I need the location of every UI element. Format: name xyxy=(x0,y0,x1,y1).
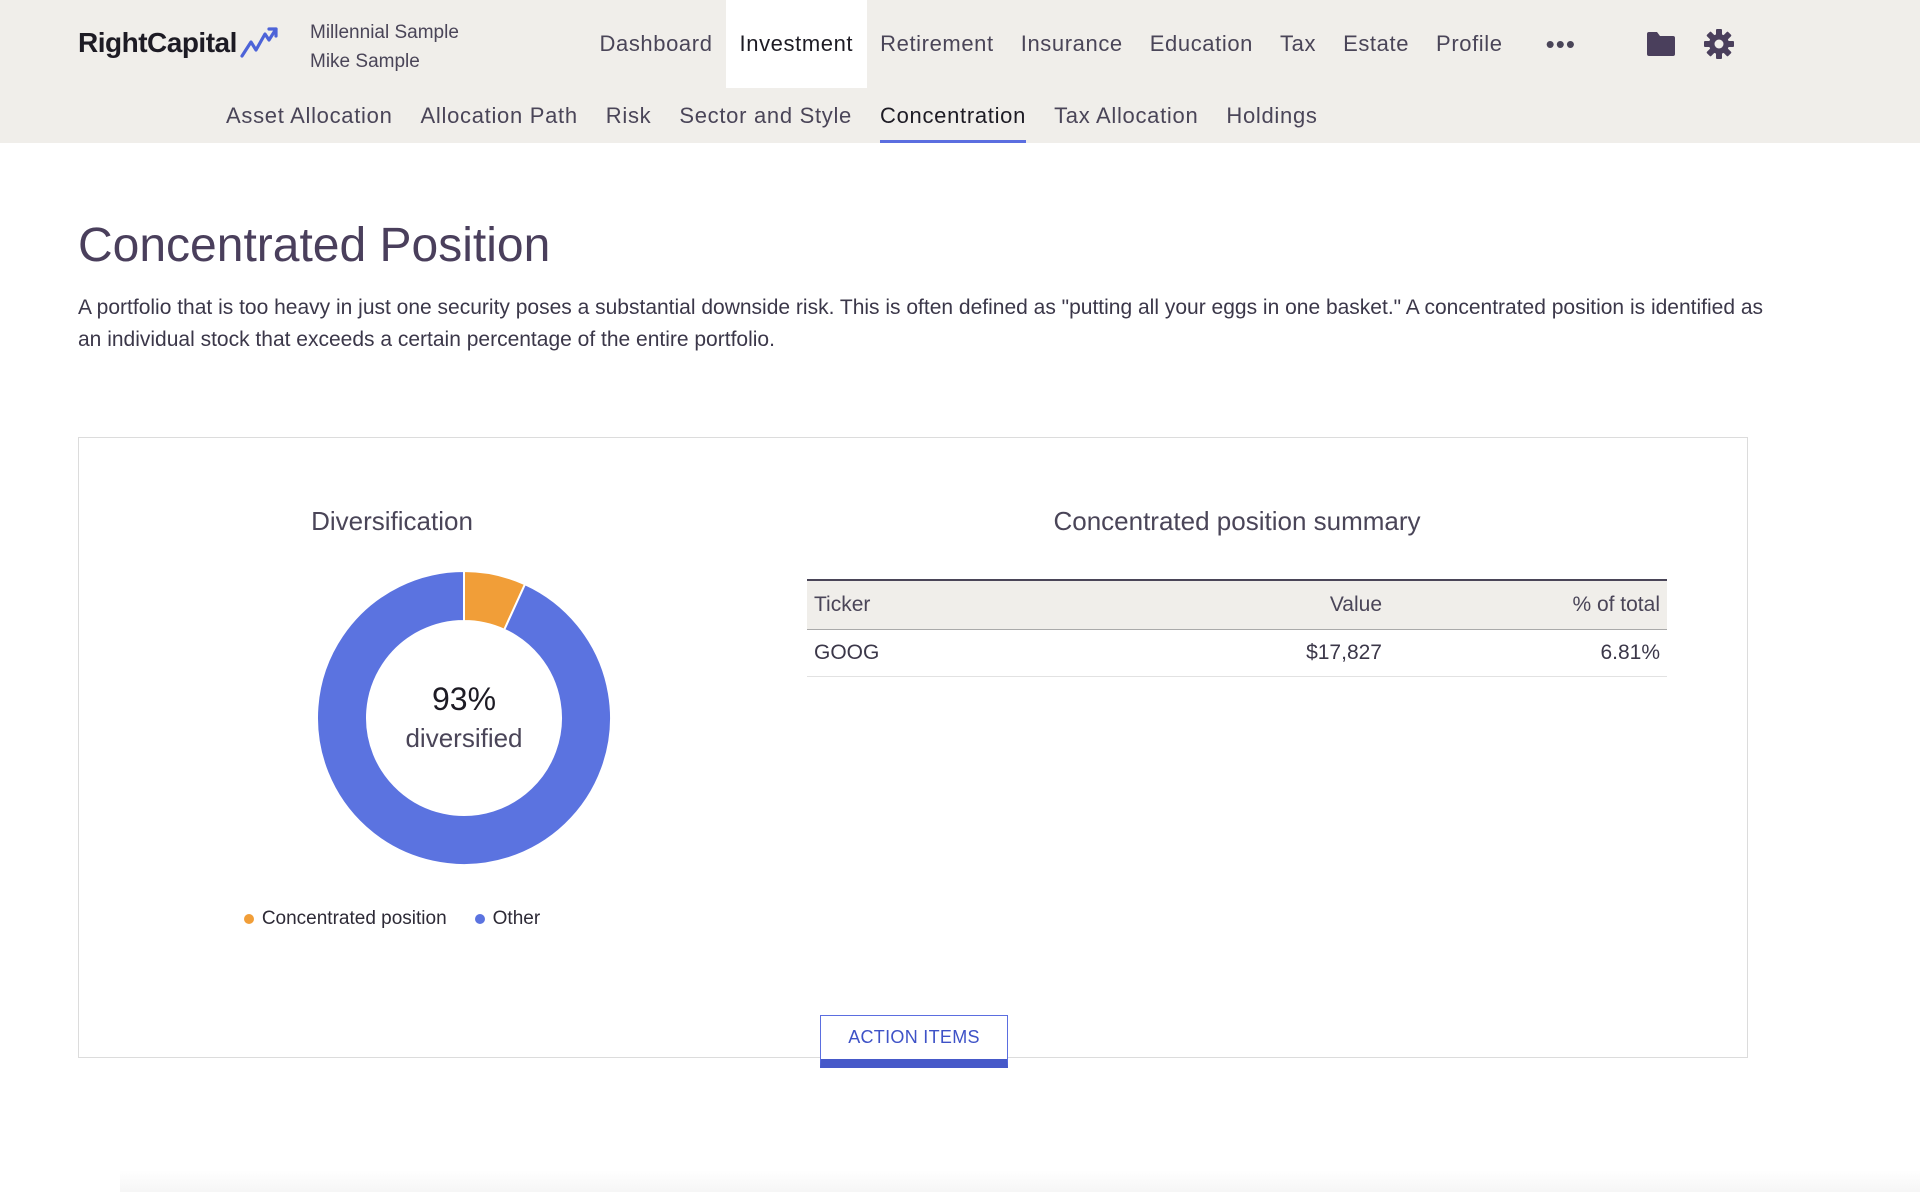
tab-asset-allocation[interactable]: Asset Allocation xyxy=(226,102,393,128)
cell-value: $17,827 xyxy=(1306,641,1382,664)
folder-icon[interactable] xyxy=(1643,26,1679,62)
summary-table: Ticker Value % of total GOOG $17,827 6.8… xyxy=(807,579,1667,677)
tab-risk[interactable]: Risk xyxy=(605,102,652,128)
cell-percent: 6.81% xyxy=(1600,641,1660,664)
tab-tax-allocation[interactable]: Tax Allocation xyxy=(1054,102,1199,128)
diversified-label: diversified xyxy=(405,723,523,753)
column-header-ticker[interactable]: Ticker xyxy=(814,593,871,616)
sub-nav: Asset Allocation Allocation Path Risk Se… xyxy=(212,88,1332,143)
diversification-title: Diversification xyxy=(311,506,473,536)
donut-svg xyxy=(316,569,612,866)
column-header-percent[interactable]: % of total xyxy=(1572,593,1660,616)
tab-allocation-path[interactable]: Allocation Path xyxy=(420,102,578,128)
tab-holdings[interactable]: Holdings xyxy=(1226,102,1318,128)
client-person-name: Mike Sample xyxy=(310,51,420,72)
donut-center: 93% diversified xyxy=(314,568,614,868)
client-household-name: Millennial Sample xyxy=(310,22,459,43)
nav-estate[interactable]: Estate xyxy=(1343,31,1410,56)
donut-slice-other[interactable] xyxy=(316,569,612,866)
legend-label-concentrated: Concentrated position xyxy=(261,908,447,929)
bottom-fade xyxy=(120,1170,1920,1192)
tab-concentration[interactable]: Concentration xyxy=(866,88,1040,143)
concentration-card: Diversification 93% diversified Concentr… xyxy=(78,437,1748,1068)
cell-ticker: GOOG xyxy=(814,641,880,664)
nav-investment[interactable]: Investment xyxy=(726,0,867,88)
nav-retirement[interactable]: Retirement xyxy=(880,31,994,56)
nav-tax[interactable]: Tax xyxy=(1280,31,1317,56)
tab-sector-and-style[interactable]: Sector and Style xyxy=(679,102,852,128)
diversification-donut-chart: 93% diversified xyxy=(314,568,614,868)
logo-growth-icon xyxy=(240,27,278,58)
nav-profile[interactable]: Profile xyxy=(1436,31,1503,56)
brand-logo-text: RightCapital xyxy=(78,27,237,58)
diversified-percent: 93% xyxy=(431,681,497,717)
table-header: Ticker Value % of total xyxy=(807,579,1667,630)
page-title: Concentrated Position xyxy=(78,219,551,272)
more-icon[interactable]: ••• xyxy=(1545,28,1576,59)
gear-icon[interactable] xyxy=(1701,26,1737,62)
legend-dot-concentrated xyxy=(243,914,254,924)
main-nav: Dashboard Investment Retirement Insuranc… xyxy=(586,0,1589,88)
chart-legend: Concentrated position Other xyxy=(79,908,705,930)
summary-title: Concentrated position summary xyxy=(1053,506,1421,536)
brand-logo[interactable]: RightCapital xyxy=(78,26,279,60)
sub-nav-bar: Asset Allocation Allocation Path Risk Se… xyxy=(0,88,1920,143)
legend-label-other: Other xyxy=(492,908,541,929)
client-info[interactable]: Millennial Sample Mike Sample xyxy=(310,18,459,76)
page-description: A portfolio that is too heavy in just on… xyxy=(78,296,1764,351)
nav-education[interactable]: Education xyxy=(1149,31,1254,56)
column-header-value[interactable]: Value xyxy=(1329,593,1382,616)
legend-item-other[interactable]: Other xyxy=(474,908,541,930)
nav-insurance[interactable]: Insurance xyxy=(1020,31,1123,56)
legend-item-concentrated[interactable]: Concentrated position xyxy=(243,908,447,930)
action-items-button[interactable]: ACTION ITEMS xyxy=(820,1015,1008,1068)
table-row: GOOG $17,827 6.81% xyxy=(807,630,1667,677)
legend-dot-other xyxy=(474,914,485,924)
top-header: RightCapital Millennial Sample Mike Samp… xyxy=(0,0,1920,88)
nav-dashboard[interactable]: Dashboard xyxy=(599,31,713,56)
